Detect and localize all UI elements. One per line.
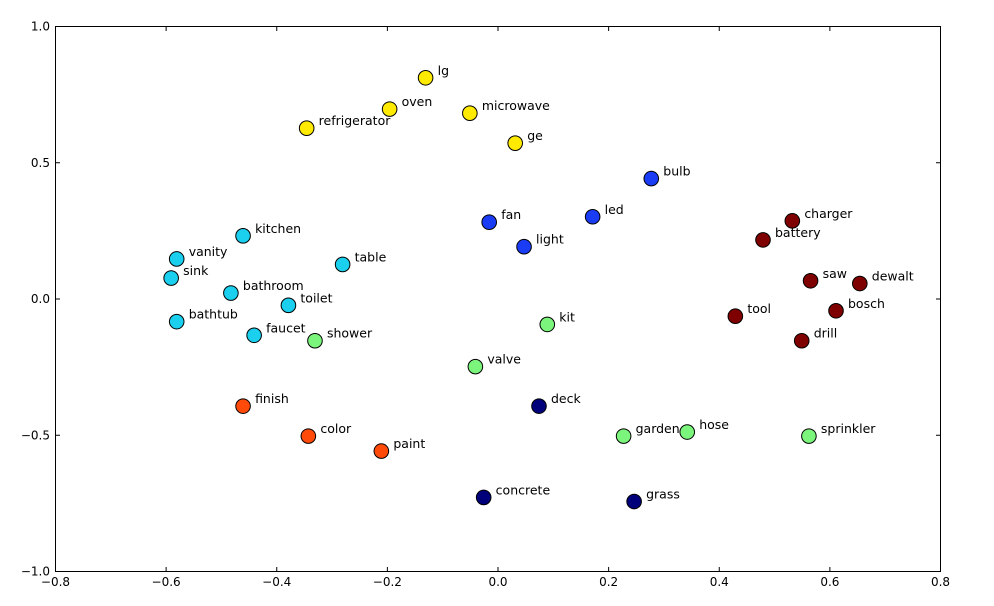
x-tick-label: −0.8 [41, 575, 70, 589]
point-label-shower: shower [327, 326, 373, 341]
data-point-battery [755, 232, 771, 248]
data-point-bosch [828, 302, 844, 319]
axis-ticks [55, 26, 941, 572]
point-label-finish: finish [255, 391, 289, 406]
data-point-faucet [246, 327, 262, 344]
point-label-color: color [320, 421, 352, 436]
point-label-fan: fan [501, 207, 521, 222]
data-point-dewalt [851, 275, 868, 292]
point-label-bathroom: bathroom [243, 278, 304, 293]
point-label-paint: paint [393, 436, 425, 451]
point-label-hose: hose [699, 417, 729, 432]
point-label-microwave: microwave [482, 98, 550, 113]
x-tick-label: 0.0 [488, 575, 507, 589]
data-points [163, 69, 868, 510]
data-point-saw [802, 272, 819, 289]
point-label-battery: battery [775, 225, 821, 240]
point-label-concrete: concrete [496, 482, 551, 497]
data-point-refrigerator [298, 120, 315, 136]
x-tick-label: −0.2 [373, 575, 402, 589]
data-point-kitchen [235, 228, 251, 244]
data-point-sprinkler [801, 428, 817, 444]
point-label-drill: drill [814, 326, 838, 341]
data-point-vanity [168, 251, 185, 267]
data-point-fan [481, 214, 498, 230]
data-point-paint [373, 443, 390, 459]
point-label-kitchen: kitchen [255, 221, 301, 236]
data-point-microwave [462, 105, 478, 121]
x-tick-label: 0.4 [710, 575, 729, 589]
point-label-lg: lg [438, 63, 449, 78]
data-point-kit [539, 316, 556, 333]
data-point-hose [679, 424, 696, 440]
point-label-bulb: bulb [663, 164, 690, 179]
data-point-oven [381, 101, 398, 117]
data-point-deck [531, 398, 547, 414]
point-label-bathtub: bathtub [189, 307, 238, 322]
data-point-bathtub [168, 313, 185, 330]
point-label-charger: charger [804, 206, 853, 221]
y-tick-label: −0.5 [21, 428, 50, 442]
point-label-oven: oven [402, 94, 433, 109]
x-tick-label: 0.6 [820, 575, 839, 589]
point-label-faucet: faucet [266, 320, 306, 335]
data-point-valve [467, 358, 484, 375]
point-label-light: light [536, 232, 564, 247]
point-label-sprinkler: sprinkler [821, 421, 876, 436]
point-label-bosch: bosch [848, 296, 885, 311]
data-point-garden [615, 428, 632, 444]
point-label-vanity: vanity [189, 244, 228, 259]
point-label-deck: deck [551, 391, 581, 406]
data-point-sink [163, 270, 179, 286]
point-label-kit: kit [559, 309, 575, 324]
point-label-toilet: toilet [300, 290, 332, 305]
data-point-lg [417, 69, 434, 86]
data-point-grass [626, 493, 642, 510]
point-label-sink: sink [183, 263, 209, 278]
point-label-ge: ge [527, 128, 543, 143]
data-point-led [584, 208, 601, 225]
x-tick-label: −0.6 [152, 575, 181, 589]
data-point-bulb [643, 170, 660, 187]
data-point-toilet [280, 297, 297, 314]
data-point-concrete [475, 489, 492, 506]
data-point-color [300, 428, 317, 444]
point-label-refrigerator: refrigerator [319, 113, 392, 128]
data-point-drill [793, 332, 810, 349]
point-labels: lg oven microwave refrigerator ge bulb fan led l… [183, 63, 914, 502]
point-label-saw: saw [823, 266, 847, 281]
data-point-table [334, 256, 351, 273]
data-point-bathroom [223, 285, 239, 301]
point-label-garden: garden [636, 421, 680, 436]
point-label-valve: valve [487, 352, 521, 367]
data-point-light [516, 238, 532, 255]
y-tick-label: 1.0 [31, 20, 50, 34]
data-point-charger [784, 213, 801, 229]
y-tick-label: 0.0 [31, 292, 50, 306]
data-point-finish [235, 398, 251, 414]
point-label-tool: tool [747, 301, 771, 316]
point-label-grass: grass [646, 487, 680, 502]
data-point-tool [727, 308, 744, 325]
y-tick-label: −1.0 [21, 565, 50, 579]
point-label-table: table [355, 249, 387, 264]
axis-tick-labels: −0.8 −0.6 −0.4 −0.2 0.0 0.2 0.4 0.6 0.8 −1.0 −0.5 0… [21, 20, 950, 590]
data-point-shower [307, 332, 323, 349]
x-tick-label: 0.2 [599, 575, 618, 589]
x-tick-label: −0.4 [262, 575, 291, 589]
y-tick-label: 0.5 [31, 156, 50, 170]
point-label-dewalt: dewalt [872, 269, 914, 284]
x-tick-label: 0.8 [931, 575, 950, 589]
data-point-ge [507, 135, 524, 151]
point-label-led: led [605, 202, 624, 217]
